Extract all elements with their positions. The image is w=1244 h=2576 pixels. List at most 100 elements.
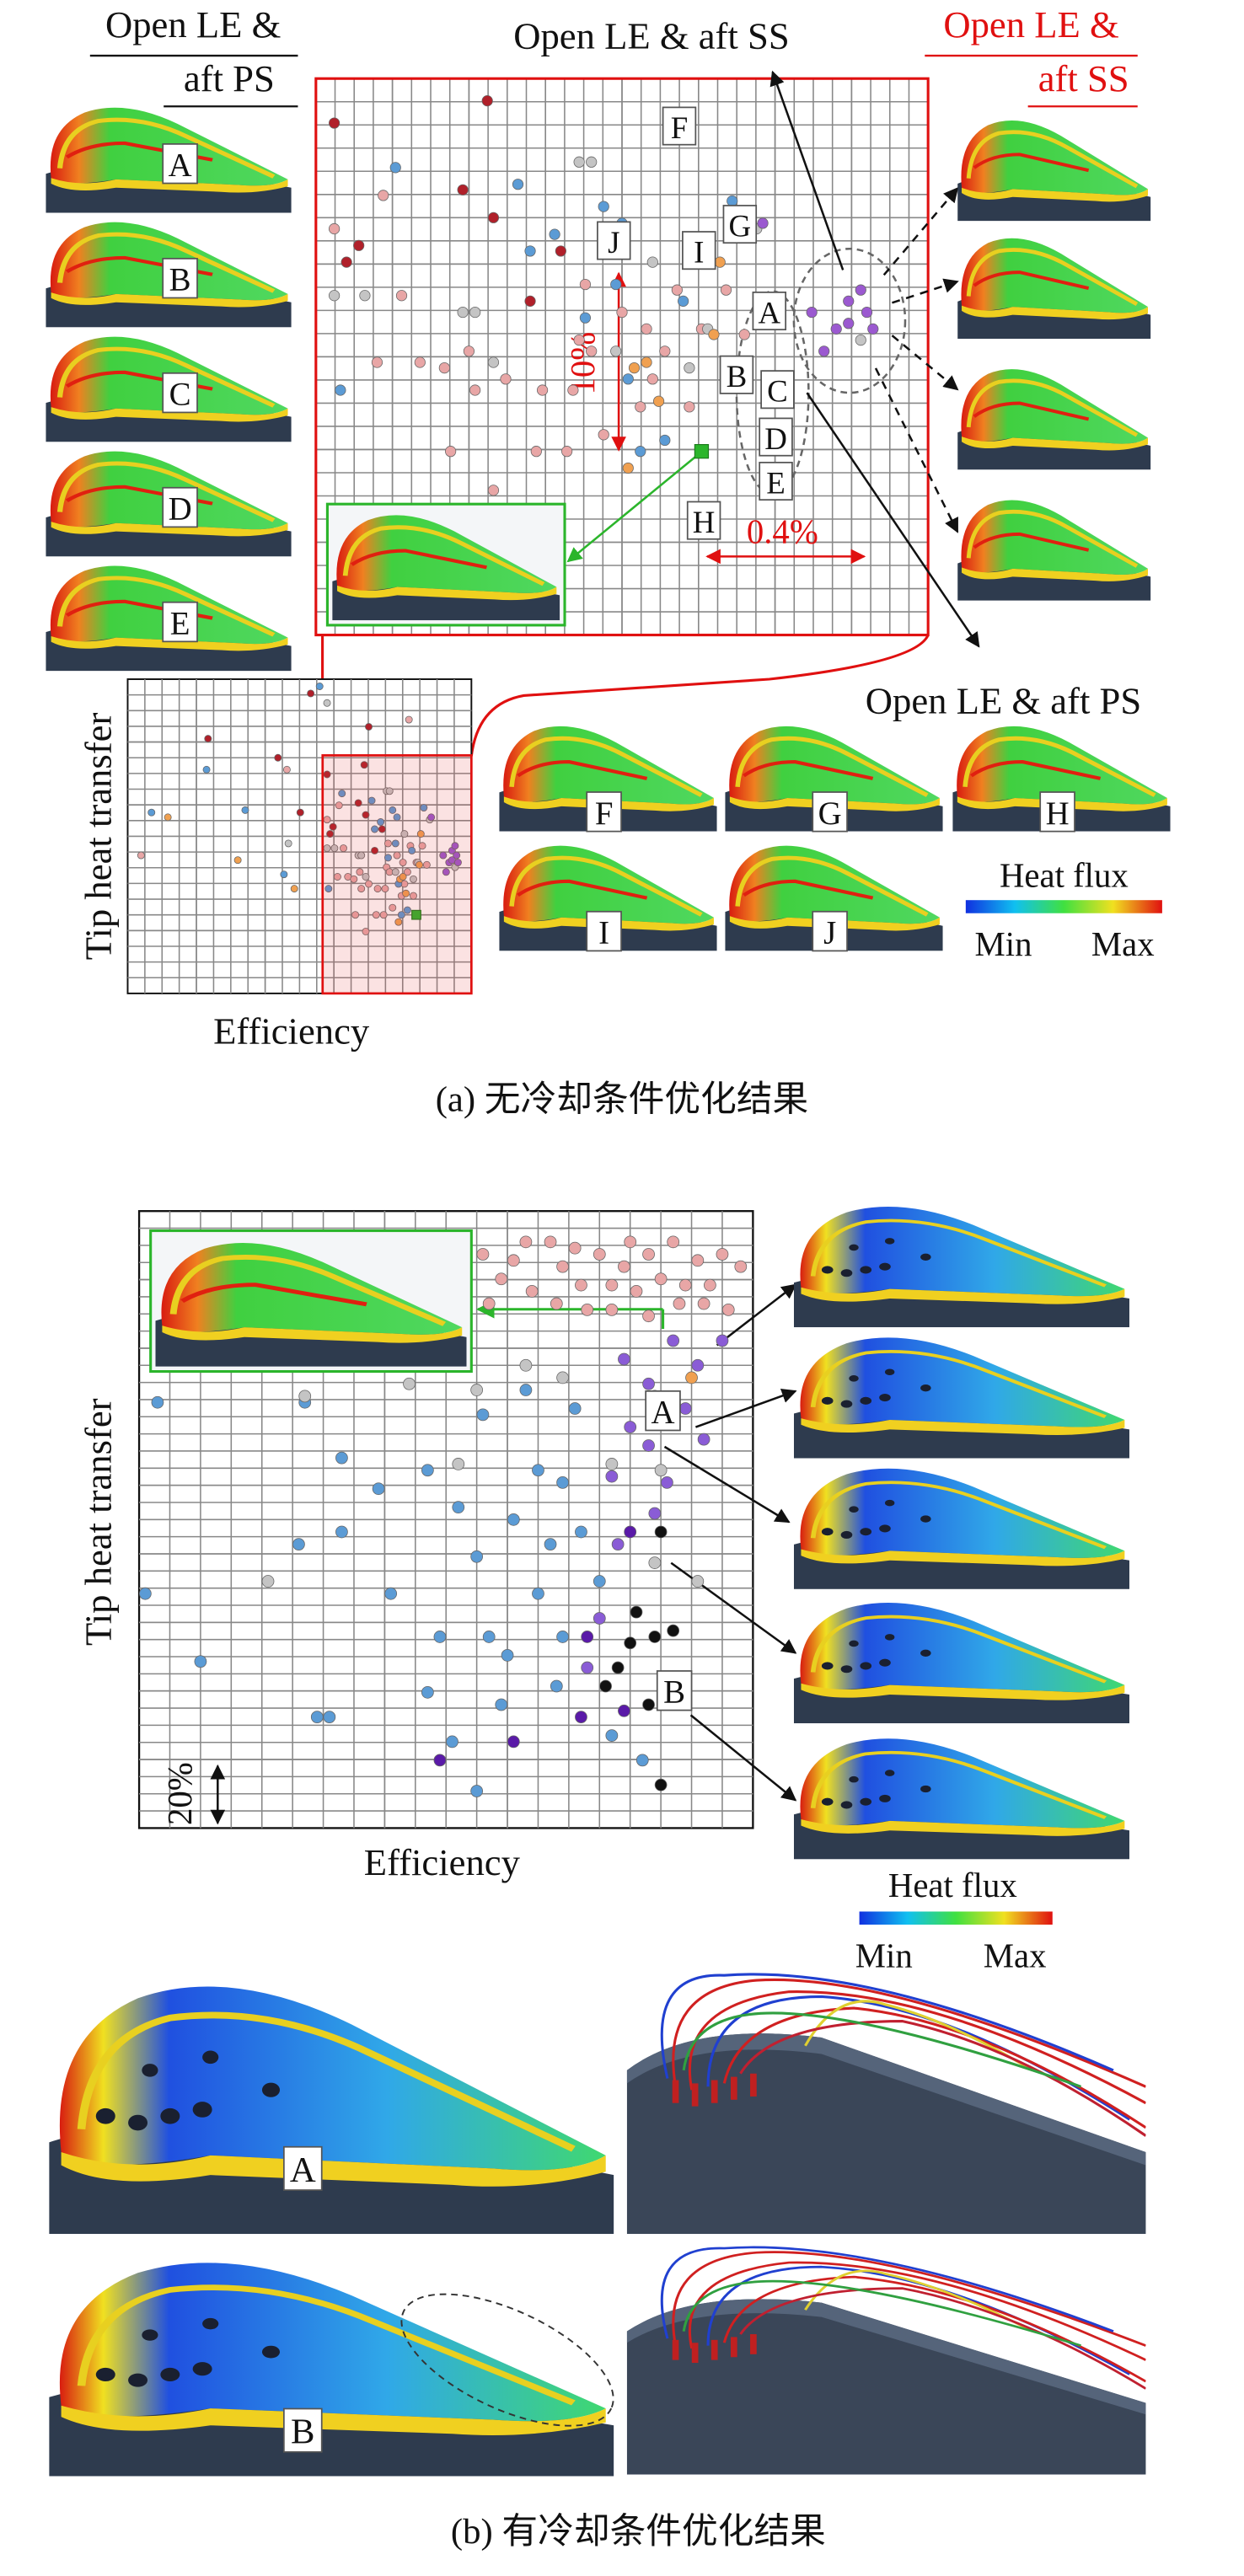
point-label: G bbox=[729, 209, 752, 244]
colorbar bbox=[859, 1911, 1053, 1925]
point bbox=[579, 278, 592, 291]
point bbox=[622, 373, 634, 385]
point bbox=[532, 1464, 544, 1477]
label-box bbox=[586, 910, 622, 952]
point bbox=[372, 911, 380, 919]
plot-grid bbox=[139, 1211, 753, 1829]
point bbox=[439, 851, 448, 860]
point bbox=[507, 1735, 520, 1749]
point bbox=[611, 1538, 625, 1550]
point bbox=[757, 217, 769, 229]
point bbox=[338, 790, 346, 798]
point bbox=[684, 401, 695, 413]
point bbox=[359, 290, 371, 302]
point bbox=[280, 870, 288, 879]
point bbox=[685, 1371, 698, 1384]
point bbox=[648, 1631, 662, 1643]
point bbox=[843, 318, 855, 329]
point bbox=[393, 813, 401, 822]
x-axis-label: Efficiency bbox=[213, 1010, 370, 1052]
point bbox=[581, 1303, 594, 1316]
point bbox=[734, 1260, 748, 1273]
point bbox=[487, 485, 500, 496]
point bbox=[678, 1402, 692, 1415]
point bbox=[137, 851, 145, 860]
heatmap-thumbnail bbox=[794, 1207, 1129, 1327]
point bbox=[556, 1631, 569, 1643]
point bbox=[400, 830, 409, 838]
point-label: F bbox=[671, 110, 689, 145]
point bbox=[395, 290, 408, 302]
point bbox=[561, 446, 573, 458]
point bbox=[139, 1587, 152, 1600]
zoom-frame bbox=[314, 77, 930, 637]
point-label: H bbox=[1046, 795, 1070, 832]
point bbox=[519, 1235, 533, 1249]
point bbox=[855, 334, 866, 346]
point bbox=[512, 179, 524, 190]
point bbox=[453, 851, 461, 860]
point bbox=[659, 434, 671, 447]
point bbox=[383, 839, 392, 848]
point bbox=[855, 284, 866, 296]
point bbox=[164, 107, 174, 117]
point-label: H bbox=[693, 505, 716, 539]
point bbox=[605, 1729, 619, 1742]
point bbox=[481, 95, 493, 107]
point-label: F bbox=[595, 795, 614, 832]
point bbox=[652, 395, 665, 407]
heatmap-thumbnail bbox=[794, 1337, 1129, 1458]
point bbox=[641, 356, 652, 368]
point bbox=[624, 1636, 637, 1650]
point bbox=[544, 1235, 557, 1249]
point bbox=[646, 256, 658, 268]
point bbox=[720, 284, 732, 296]
point bbox=[410, 875, 417, 883]
point bbox=[555, 245, 566, 257]
point bbox=[151, 1395, 164, 1409]
point bbox=[628, 361, 641, 374]
point bbox=[315, 683, 324, 690]
highlight bbox=[400, 2293, 614, 2427]
point bbox=[716, 1334, 729, 1347]
point bbox=[324, 885, 333, 893]
point bbox=[642, 1248, 655, 1261]
point bbox=[422, 860, 431, 869]
label-box bbox=[812, 910, 848, 952]
point bbox=[843, 295, 855, 307]
heatmap-thumbnail bbox=[957, 369, 1150, 469]
point bbox=[654, 1464, 668, 1477]
point bbox=[567, 384, 579, 396]
point bbox=[519, 1358, 533, 1372]
heatmap-thumbnail bbox=[794, 1469, 1129, 1589]
point-label: B bbox=[169, 262, 191, 298]
point bbox=[667, 1235, 680, 1249]
point bbox=[476, 1248, 490, 1261]
point bbox=[727, 195, 738, 207]
point bbox=[457, 306, 469, 319]
point bbox=[507, 1254, 520, 1267]
point bbox=[350, 875, 358, 883]
point bbox=[469, 306, 481, 319]
point bbox=[399, 859, 407, 866]
point bbox=[335, 801, 343, 810]
point bbox=[641, 323, 652, 335]
point bbox=[371, 356, 383, 368]
heatmap-thumbnails bbox=[794, 1207, 1129, 1859]
point bbox=[610, 345, 622, 357]
point bbox=[389, 162, 401, 174]
point bbox=[646, 373, 658, 385]
point bbox=[323, 699, 331, 707]
point bbox=[452, 1458, 465, 1470]
point bbox=[329, 117, 340, 129]
point bbox=[568, 1402, 582, 1415]
point bbox=[402, 889, 410, 897]
legend-max: Max bbox=[1091, 925, 1155, 963]
point-label: B bbox=[663, 1674, 685, 1711]
point bbox=[482, 1297, 496, 1310]
point bbox=[598, 201, 609, 212]
point bbox=[618, 1260, 630, 1273]
point bbox=[593, 1612, 606, 1625]
point-label: A bbox=[758, 295, 780, 329]
detail-streamlines bbox=[626, 1973, 1146, 2235]
